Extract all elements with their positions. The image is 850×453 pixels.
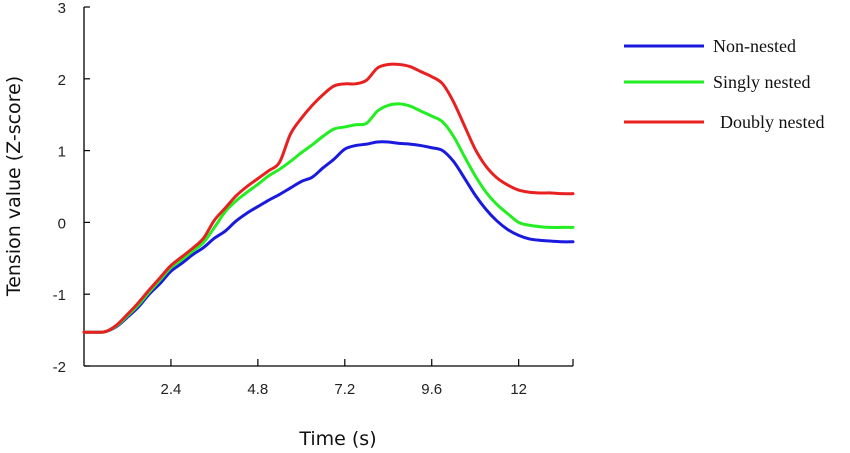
legend-label: Singly nested xyxy=(713,72,811,92)
x-tick-label: 2.4 xyxy=(161,381,182,398)
series-lines xyxy=(82,62,575,334)
x-axis-label: Time (s) xyxy=(298,428,376,450)
y-tick-label: 1 xyxy=(58,144,66,161)
legend-label: Non-nested xyxy=(713,36,796,56)
x-tick-label: 7.2 xyxy=(334,381,355,398)
y-ticks: -2 -1 0 1 2 3 xyxy=(53,0,90,376)
legend: Non-nested Singly nested Doubly nested xyxy=(624,36,824,132)
axes xyxy=(83,7,573,367)
series-line-singly-nested xyxy=(82,102,575,334)
x-tick-label: 4.8 xyxy=(247,381,268,398)
y-tick-label: -1 xyxy=(53,287,66,304)
x-tick-label: 9.6 xyxy=(421,381,442,398)
x-tick-label: 12 xyxy=(510,381,527,398)
legend-label: Doubly nested xyxy=(720,112,824,132)
y-tick-label: 0 xyxy=(58,215,66,232)
y-tick-label: 3 xyxy=(58,0,66,17)
x-ticks: 2.4 4.8 7.2 9.6 12 xyxy=(161,359,574,398)
y-tick-label: 2 xyxy=(58,72,66,89)
y-tick-label: -2 xyxy=(53,359,66,376)
y-axis-label: Tension value (Z-score) xyxy=(3,76,25,297)
series-line-doubly-nested xyxy=(82,62,575,334)
series-line-non-nested xyxy=(82,140,575,334)
